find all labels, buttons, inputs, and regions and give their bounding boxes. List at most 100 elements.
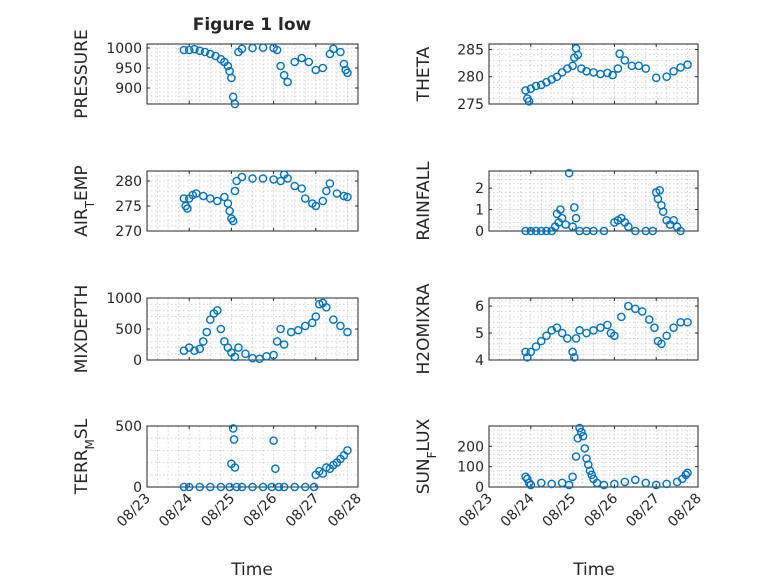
ylabel: THETA bbox=[414, 46, 434, 102]
axes-box bbox=[146, 170, 359, 232]
ytick-label: 1000 bbox=[106, 41, 142, 57]
data-point bbox=[272, 337, 282, 346]
data-point bbox=[589, 226, 598, 236]
data-point bbox=[557, 213, 567, 223]
data-point bbox=[650, 323, 659, 332]
data-point bbox=[202, 327, 212, 337]
data-point bbox=[200, 47, 210, 57]
data-point bbox=[599, 226, 609, 236]
data-point bbox=[662, 72, 671, 82]
data-point bbox=[258, 482, 268, 492]
ytick-label: 275 bbox=[457, 97, 484, 113]
data-point bbox=[657, 339, 666, 349]
data-point bbox=[547, 479, 557, 489]
data-point bbox=[179, 45, 189, 55]
data-point bbox=[311, 201, 321, 211]
data-point bbox=[526, 347, 536, 357]
data-point bbox=[610, 331, 619, 341]
data-point bbox=[552, 72, 562, 82]
xtick-label: 08/26 bbox=[241, 490, 281, 530]
data-point bbox=[279, 482, 289, 492]
data-point bbox=[620, 477, 630, 487]
data-point bbox=[596, 323, 605, 332]
subplot-8: 0 100 200 08/23 08/24 08/25 08/26 08/27 08/28 SUN… bbox=[414, 418, 705, 530]
data-point bbox=[190, 44, 199, 54]
data-point bbox=[228, 424, 238, 433]
data-point bbox=[571, 334, 581, 343]
data-point bbox=[255, 354, 264, 364]
data-point bbox=[676, 226, 685, 236]
data-point bbox=[195, 46, 205, 56]
data-point bbox=[325, 49, 335, 59]
grid bbox=[488, 170, 699, 232]
subplot-7: 0 500 08/23 08/24 08/25 08/26 08/27 08/28 TERRMS… bbox=[72, 418, 365, 530]
data-point bbox=[276, 61, 285, 71]
data-point bbox=[669, 323, 678, 332]
data-point bbox=[570, 353, 579, 362]
data-point bbox=[585, 466, 595, 476]
data-point bbox=[228, 216, 238, 226]
data-point bbox=[655, 185, 664, 195]
data-point bbox=[228, 92, 238, 102]
data-point bbox=[603, 68, 612, 78]
data-point bbox=[536, 226, 546, 236]
xlabel-right: Time bbox=[572, 560, 615, 580]
data-point bbox=[613, 64, 623, 73]
data-point bbox=[339, 59, 349, 69]
ylabel: RAINFALL bbox=[414, 161, 434, 241]
subplot-2: 275 280 285 THETA bbox=[414, 42, 699, 113]
data-point bbox=[658, 207, 668, 217]
ytick-label: 270 bbox=[115, 224, 142, 240]
data-point bbox=[213, 196, 222, 206]
ylabel: SUNFLUX bbox=[414, 418, 439, 494]
subplot-3: 270 275 280 AIRTEMP bbox=[72, 165, 359, 240]
xtick-label: 08/28 bbox=[325, 491, 365, 531]
data-point bbox=[624, 301, 633, 311]
data-point bbox=[216, 482, 226, 492]
grid bbox=[146, 425, 359, 488]
ytick-label: 0 bbox=[133, 480, 142, 496]
data-point bbox=[620, 56, 630, 65]
data-point bbox=[676, 63, 685, 72]
data-point bbox=[524, 96, 534, 106]
data-point bbox=[290, 482, 300, 492]
data-point bbox=[227, 73, 236, 83]
data-point bbox=[279, 70, 289, 80]
data-point bbox=[297, 184, 307, 193]
data-point bbox=[309, 482, 319, 492]
data-point bbox=[283, 77, 292, 87]
data-point bbox=[681, 470, 691, 480]
grid bbox=[488, 43, 699, 105]
data-point bbox=[318, 196, 328, 206]
xtick-label: 08/23 bbox=[456, 491, 496, 531]
data-point bbox=[552, 323, 562, 332]
data-point bbox=[524, 478, 534, 488]
data-point bbox=[213, 306, 222, 315]
data-point bbox=[322, 186, 331, 196]
data-point bbox=[230, 352, 240, 362]
ylabel: H2OMIXRA bbox=[414, 283, 434, 374]
data-point bbox=[563, 334, 572, 343]
axes-box bbox=[146, 425, 359, 488]
data-point bbox=[336, 321, 345, 331]
data-point bbox=[589, 326, 598, 335]
data-point bbox=[343, 192, 352, 202]
data-point bbox=[608, 70, 617, 80]
ytick-label: 1 bbox=[475, 203, 484, 219]
data-point bbox=[286, 327, 296, 337]
data-point bbox=[262, 351, 271, 361]
subplot-5: 0 500 1000 MIXDEPTH bbox=[72, 285, 359, 373]
data-point bbox=[274, 482, 284, 492]
ytick-label: 0 bbox=[133, 353, 142, 369]
data-point bbox=[637, 307, 647, 316]
data-point bbox=[195, 482, 205, 492]
data-point bbox=[325, 179, 335, 188]
data-point bbox=[582, 328, 591, 338]
grid bbox=[488, 298, 699, 361]
data-point bbox=[641, 478, 651, 488]
data-point bbox=[269, 436, 278, 445]
data-point bbox=[339, 191, 349, 201]
xtick-label: 08/24 bbox=[156, 490, 196, 530]
data-point bbox=[248, 43, 257, 53]
data-point bbox=[615, 49, 624, 59]
